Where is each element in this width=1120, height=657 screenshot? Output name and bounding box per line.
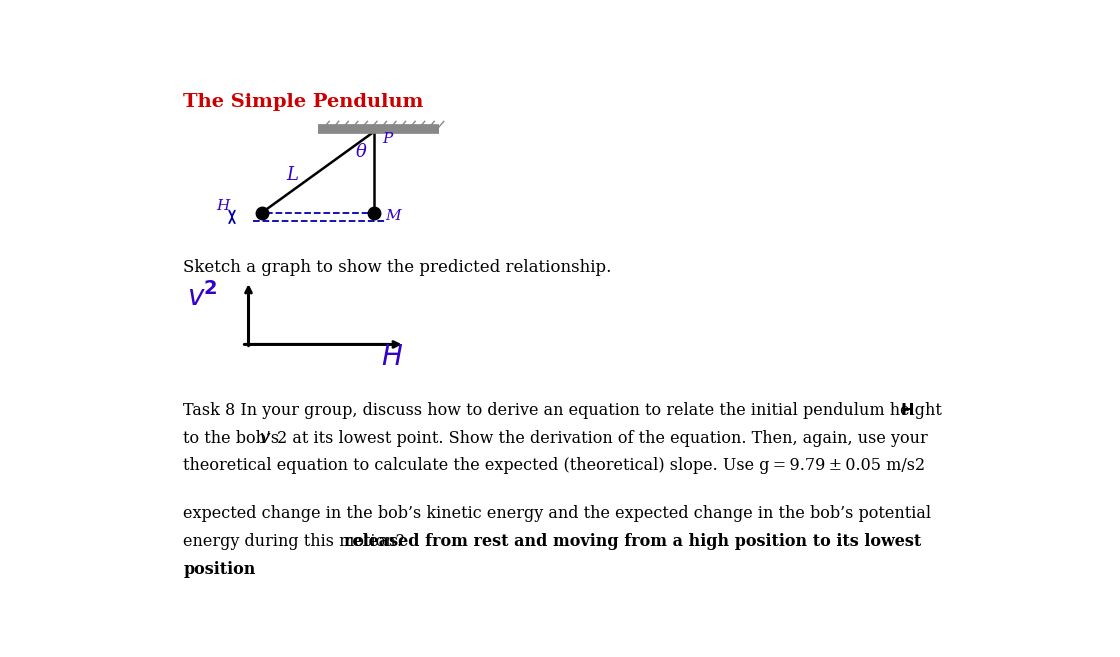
Text: θ: θ <box>356 143 366 161</box>
Text: M: M <box>385 210 401 223</box>
Text: P: P <box>382 131 392 146</box>
Text: $\mathbf{H}$: $\mathbf{H}$ <box>899 401 914 419</box>
Text: $\mathbf{\mathit{H}}$: $\mathbf{\mathit{H}}$ <box>381 343 403 371</box>
Text: H: H <box>216 199 230 214</box>
Text: 2 at its lowest point. Show the derivation of the equation. Then, again, use you: 2 at its lowest point. Show the derivati… <box>272 430 928 447</box>
Text: L: L <box>286 166 298 184</box>
Text: energy during this motion?: energy during this motion? <box>184 533 410 550</box>
Text: Task 8 In your group, discuss how to derive an equation to relate the initial pe: Task 8 In your group, discuss how to der… <box>184 401 948 419</box>
Text: expected change in the bob’s kinetic energy and the expected change in the bob’s: expected change in the bob’s kinetic ene… <box>184 505 932 522</box>
Text: $\mathbf{\mathit{v}}$: $\mathbf{\mathit{v}}$ <box>259 430 271 447</box>
Text: $\mathbf{\mathit{v}}^{\mathbf{2}}$: $\mathbf{\mathit{v}}^{\mathbf{2}}$ <box>187 283 217 312</box>
Text: theoretical equation to calculate the expected (theoretical) slope. Use g = 9.79: theoretical equation to calculate the ex… <box>184 457 925 474</box>
Text: released from rest and moving from a high position to its lowest: released from rest and moving from a hig… <box>344 533 922 550</box>
Text: Sketch a graph to show the predicted relationship.: Sketch a graph to show the predicted rel… <box>184 259 612 275</box>
Text: position: position <box>184 561 255 578</box>
Text: to the bob’s: to the bob’s <box>184 430 284 447</box>
Text: The Simple Pendulum: The Simple Pendulum <box>184 93 423 110</box>
